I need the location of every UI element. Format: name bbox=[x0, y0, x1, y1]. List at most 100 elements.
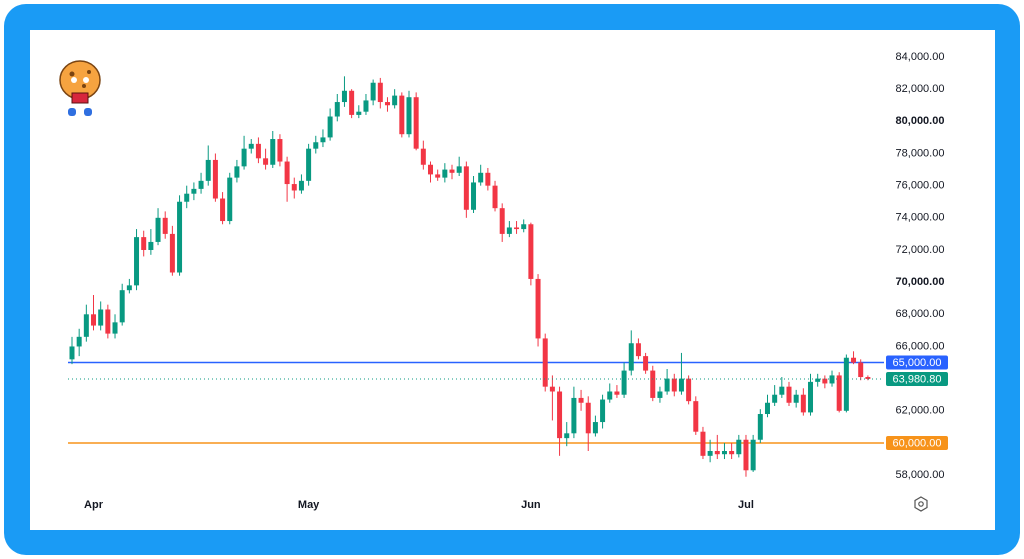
candle-body bbox=[184, 193, 190, 202]
y-tick-label: 84,000.00 bbox=[896, 51, 945, 63]
settings-icon[interactable] bbox=[914, 496, 928, 512]
candle-body bbox=[808, 381, 814, 413]
candle-body bbox=[635, 343, 641, 357]
candle-body bbox=[514, 227, 520, 230]
candle-body bbox=[707, 450, 713, 456]
candle-body bbox=[126, 285, 132, 291]
candle-body bbox=[420, 148, 426, 165]
candle-body bbox=[557, 391, 563, 439]
candle-body bbox=[815, 378, 821, 382]
y-tick-label: 72,000.00 bbox=[896, 244, 945, 256]
candle-body bbox=[614, 391, 620, 395]
candle-body bbox=[650, 370, 656, 398]
candle-body bbox=[134, 237, 140, 286]
candle-body bbox=[714, 450, 720, 455]
candle-body bbox=[241, 148, 247, 167]
candle-body bbox=[678, 378, 684, 392]
mascot-logo bbox=[59, 60, 101, 116]
y-tick-label: 70,000.00 bbox=[896, 276, 945, 288]
y-tick-label: 76,000.00 bbox=[896, 180, 945, 192]
candle-body bbox=[112, 322, 118, 334]
candle-body bbox=[291, 184, 297, 191]
candle-body bbox=[585, 402, 591, 434]
x-tick-label: Jul bbox=[738, 499, 754, 511]
candle-body bbox=[757, 414, 763, 440]
candle-body bbox=[392, 95, 398, 106]
candle-body bbox=[851, 357, 857, 363]
candle-body bbox=[843, 357, 849, 411]
candle-body bbox=[492, 185, 498, 209]
candle-body bbox=[384, 102, 390, 106]
candle-body bbox=[119, 290, 125, 323]
candle-body bbox=[592, 422, 598, 434]
candle-body bbox=[865, 377, 871, 379]
candle-body bbox=[320, 137, 326, 143]
chart-panel bbox=[30, 30, 995, 530]
candle-body bbox=[406, 97, 412, 135]
candle-body bbox=[177, 201, 183, 273]
candle-body bbox=[148, 241, 154, 250]
y-tick-label: 78,000.00 bbox=[896, 147, 945, 159]
candle-body bbox=[607, 391, 613, 400]
candle-body bbox=[729, 450, 735, 455]
price-label-box bbox=[886, 435, 948, 450]
candle-body bbox=[786, 386, 792, 403]
candle-body bbox=[779, 386, 785, 395]
candle-body bbox=[564, 433, 570, 439]
candle-body bbox=[83, 314, 89, 337]
x-tick-label: May bbox=[298, 499, 320, 511]
price-label-box bbox=[886, 371, 948, 386]
candle-body bbox=[248, 143, 254, 149]
candle-body bbox=[327, 116, 333, 138]
candle-body bbox=[155, 217, 161, 242]
price-label: 63,980.80 bbox=[893, 373, 942, 385]
candle-body bbox=[349, 90, 355, 115]
candle-body bbox=[198, 180, 204, 189]
candle-body bbox=[600, 399, 606, 423]
candle-body bbox=[621, 370, 627, 395]
candle-body bbox=[91, 314, 97, 326]
candle-body bbox=[836, 375, 842, 411]
candle-body bbox=[212, 159, 218, 199]
candle-body bbox=[750, 439, 756, 471]
y-tick-label: 74,000.00 bbox=[896, 212, 945, 224]
candle-body bbox=[356, 111, 362, 115]
candle-body bbox=[793, 394, 799, 403]
candle-body bbox=[76, 336, 82, 347]
candle-body bbox=[578, 397, 584, 403]
candle-body bbox=[363, 100, 369, 112]
candle-body bbox=[69, 346, 75, 360]
candle-body bbox=[542, 338, 548, 387]
candle-body bbox=[435, 174, 441, 178]
candle-body bbox=[657, 391, 663, 398]
candle-body bbox=[399, 95, 405, 135]
x-tick-label: Apr bbox=[84, 499, 104, 511]
candle-body bbox=[822, 378, 828, 384]
candle-body bbox=[456, 166, 462, 173]
y-tick-label: 62,000.00 bbox=[896, 405, 945, 417]
candle-body bbox=[471, 182, 477, 210]
candle-body bbox=[628, 343, 634, 371]
y-tick-label: 58,000.00 bbox=[896, 469, 945, 481]
candle-body bbox=[263, 158, 269, 165]
candle-body bbox=[370, 82, 376, 101]
candle-body bbox=[277, 139, 283, 162]
candle-body bbox=[105, 309, 111, 334]
price-label-box bbox=[886, 355, 948, 370]
candle-body bbox=[442, 169, 448, 178]
candle-body bbox=[772, 394, 778, 403]
price-label: 60,000.00 bbox=[893, 437, 942, 449]
candle-body bbox=[141, 237, 147, 250]
candle-body bbox=[485, 172, 491, 186]
y-tick-label: 80,000.00 bbox=[896, 115, 945, 127]
price-label: 65,000.00 bbox=[893, 357, 942, 369]
candle-body bbox=[98, 309, 104, 326]
candle-body bbox=[686, 378, 692, 402]
candle-body bbox=[413, 97, 419, 149]
candle-body bbox=[858, 362, 864, 378]
candle-body bbox=[284, 161, 290, 185]
candle-body bbox=[800, 394, 806, 413]
candle-body bbox=[298, 180, 304, 191]
candle-body bbox=[535, 278, 541, 339]
